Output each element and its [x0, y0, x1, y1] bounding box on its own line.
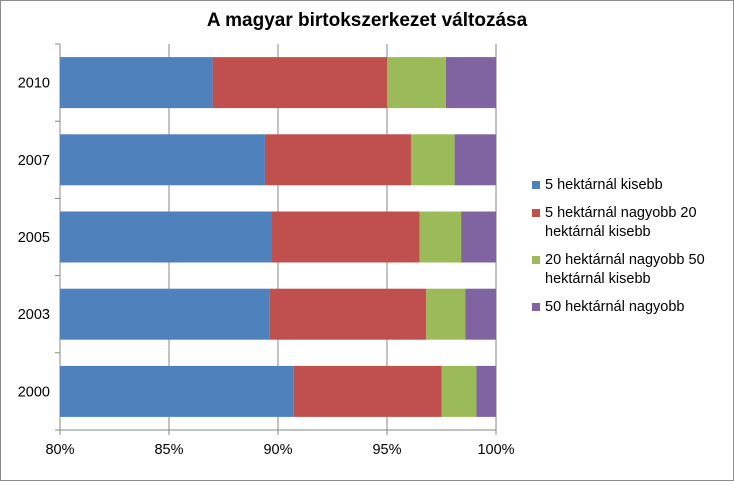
bar-2010-series-2: [387, 57, 446, 109]
bar-2010-series-0: [60, 57, 213, 109]
bar-2005-series-0: [60, 211, 272, 263]
bar-2000-series-2: [441, 365, 477, 417]
x-tick-label-4: 100%: [477, 442, 514, 458]
bar-2010-series-3: [445, 57, 496, 109]
bar-2005-series-1: [271, 211, 420, 263]
legend: 5 hektárnál kisebb 5 hektárnál nagyobb 20…: [532, 176, 732, 326]
legend-label-3: 50 hektárnál nagyobb: [545, 299, 685, 315]
y-tick-label-2007: 2007: [18, 153, 50, 169]
legend-item-2: 20 hektárnál nagyobb 50 hektárnál kisebb: [532, 251, 732, 289]
legend-swatch-1: [532, 209, 540, 217]
legend-item-0: 5 hektárnál kisebb: [532, 176, 732, 195]
legend-item-3: 50 hektárnál nagyobb: [532, 298, 732, 317]
x-tick-label-2: 90%: [263, 442, 292, 458]
bar-2003-series-3: [465, 288, 496, 340]
x-tick-label-3: 95%: [372, 442, 401, 458]
bar-2007-series-1: [264, 134, 411, 186]
legend-swatch-0: [532, 181, 540, 189]
legend-label-2: 20 hektárnál nagyobb 50 hektárnál kisebb: [545, 252, 705, 287]
bar-2007-series-0: [60, 134, 265, 186]
bar-2003-series-1: [269, 288, 427, 340]
y-tick-label-2010: 2010: [18, 76, 50, 92]
legend-swatch-2: [532, 256, 540, 264]
legend-label-0: 5 hektárnál kisebb: [545, 177, 663, 193]
y-tick-label-2005: 2005: [18, 230, 50, 246]
bar-2005-series-3: [461, 211, 496, 263]
y-tick-label-2000: 2000: [18, 384, 50, 400]
legend-swatch-3: [532, 303, 540, 311]
bar-2007-series-3: [454, 134, 496, 186]
legend-label-1: 5 hektárnál nagyobb 20 hektárnál kisebb: [545, 205, 697, 240]
bar-2005-series-2: [419, 211, 462, 263]
x-tick-label-1: 85%: [154, 442, 183, 458]
legend-item-1: 5 hektárnál nagyobb 20 hektárnál kisebb: [532, 204, 732, 242]
x-tick-label-0: 80%: [45, 442, 74, 458]
chart-title: A magyar birtokszerkezet változása: [206, 10, 528, 31]
bar-2000-series-3: [476, 365, 496, 417]
bar-2010-series-1: [212, 57, 387, 109]
bar-2007-series-2: [410, 134, 455, 186]
bar-2003-series-0: [60, 288, 270, 340]
bar-2000-series-1: [293, 365, 442, 417]
bar-2003-series-2: [426, 288, 466, 340]
bar-2000-series-0: [60, 365, 294, 417]
y-tick-label-2003: 2003: [18, 307, 50, 323]
